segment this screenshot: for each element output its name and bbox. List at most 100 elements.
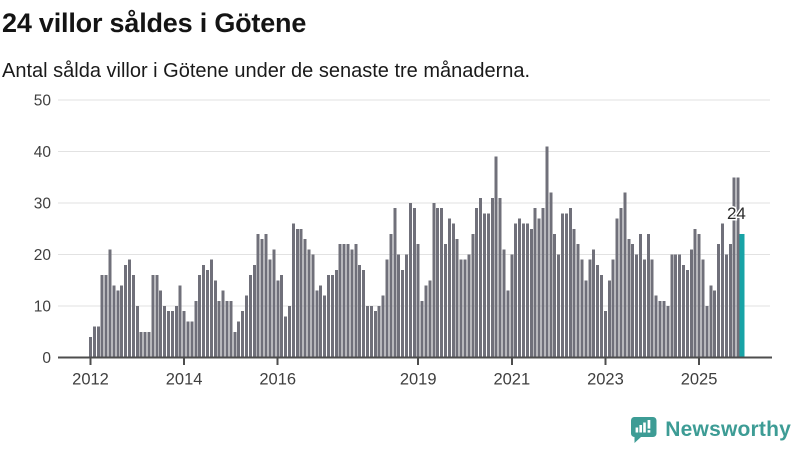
bar: [533, 208, 537, 358]
bar: [709, 285, 713, 358]
bar: [592, 249, 596, 358]
bar: [393, 208, 397, 358]
bar: [124, 264, 128, 358]
bar: [701, 259, 705, 358]
x-axis-label: 2025: [681, 371, 718, 389]
bar: [654, 295, 658, 358]
bar: [268, 259, 272, 358]
bar: [190, 321, 194, 358]
bar: [627, 239, 631, 358]
bar: [358, 264, 362, 358]
bar: [369, 306, 373, 358]
y-axis-label: 0: [42, 350, 51, 367]
bar: [323, 295, 327, 358]
bar: [303, 239, 307, 358]
bar: [720, 223, 724, 358]
bar: [217, 300, 221, 358]
bar: [213, 280, 217, 358]
bar: [159, 290, 163, 358]
bar: [525, 223, 529, 358]
y-axis-label: 40: [34, 144, 52, 161]
bar: [381, 295, 385, 358]
bar: [182, 311, 186, 358]
bar: [284, 316, 288, 358]
bar: [241, 311, 245, 358]
bar: [670, 254, 674, 358]
bar: [112, 285, 116, 358]
bar: [717, 244, 721, 358]
bar: [440, 208, 444, 358]
bar: [256, 233, 260, 358]
bar: [639, 233, 643, 358]
bar: [350, 249, 354, 358]
bar: [584, 280, 588, 358]
bar: [96, 326, 100, 358]
bar: [432, 203, 436, 358]
bar: [479, 197, 483, 358]
bar: [167, 311, 171, 358]
bar: [557, 254, 561, 358]
bar: [272, 249, 276, 358]
bar: [463, 259, 467, 358]
x-axis-label: 2012: [72, 371, 109, 389]
bar: [412, 208, 416, 358]
bar: [580, 259, 584, 358]
bar: [475, 208, 479, 358]
bar: [221, 290, 225, 358]
newsworthy-logo[interactable]: Newsworthy: [630, 416, 791, 444]
bar: [377, 306, 381, 358]
bar: [307, 249, 311, 358]
bar: [451, 223, 455, 358]
bar: [447, 218, 451, 358]
highlight-bar: [739, 233, 745, 358]
bar: [522, 223, 526, 358]
bar: [151, 275, 155, 358]
bar: [541, 208, 545, 358]
bar: [143, 331, 147, 358]
bar: [287, 306, 291, 358]
bar: [420, 300, 424, 358]
x-axis-label: 2014: [166, 371, 203, 389]
bar: [120, 285, 124, 358]
y-axis-label: 10: [34, 299, 52, 316]
bar: [471, 233, 475, 358]
bar: [260, 239, 264, 358]
x-axis-label: 2019: [400, 371, 437, 389]
bar: [163, 306, 167, 358]
bar: [147, 331, 151, 358]
bar: [705, 306, 709, 358]
bar: [588, 259, 592, 358]
bar: [326, 275, 330, 358]
bar: [170, 311, 174, 358]
bar: [315, 290, 319, 358]
bar: [568, 208, 572, 358]
bar: [424, 285, 428, 358]
bar: [510, 254, 514, 358]
bar: [596, 264, 600, 358]
bar: [174, 306, 178, 358]
bar: [529, 228, 533, 358]
bar: [518, 218, 522, 358]
bar: [194, 300, 198, 358]
bar: [108, 249, 112, 358]
bar: [736, 177, 740, 358]
bar: [623, 192, 627, 358]
bar: [697, 233, 701, 358]
bar: [611, 259, 615, 358]
bar: [467, 254, 471, 358]
bar: [131, 275, 135, 358]
highlight-value-label: 24: [727, 204, 746, 223]
bar: [342, 244, 346, 358]
bar: [155, 275, 159, 358]
bar: [237, 321, 241, 358]
bar: [635, 254, 639, 358]
bar: [139, 331, 143, 358]
bar: [713, 290, 717, 358]
bar: [685, 269, 689, 358]
bar: [681, 264, 685, 358]
bar: [202, 264, 206, 358]
bar: [276, 280, 280, 358]
page-title: 24 villor såldes i Götene: [2, 8, 307, 38]
bar: [498, 197, 502, 358]
bar: [537, 218, 541, 358]
